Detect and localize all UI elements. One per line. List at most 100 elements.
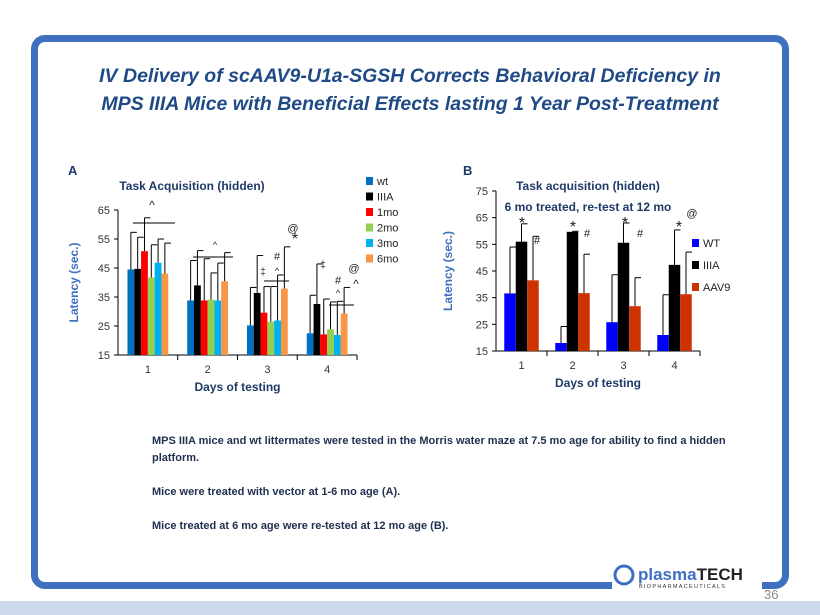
legend-swatch (366, 239, 373, 247)
legend-label: IIIA (377, 192, 394, 204)
bar-wt (187, 300, 195, 355)
significance-marker: # (637, 228, 644, 240)
significance-marker: @ (287, 223, 298, 235)
bar-IIIA (668, 264, 681, 351)
bar-6mo (340, 313, 348, 355)
y-tick-label: 55 (98, 234, 110, 246)
x-axis-label: Days of testing (555, 376, 641, 390)
chart-b: 15 25 35 45 55 65 75 1 2 3 4 Task acquisition (hidd… (441, 179, 730, 390)
y-tick-label: 55 (476, 239, 488, 251)
y-tick-label: 45 (476, 266, 488, 278)
footer-bar (0, 601, 820, 615)
significance-marker: * (570, 219, 576, 236)
legend-label: 1mo (377, 207, 398, 219)
bar-IIIA (194, 285, 201, 355)
significance-marker: ^ (336, 288, 341, 298)
bar-wt (306, 333, 314, 355)
significance-marker: ‡ (260, 267, 266, 278)
x-tick-label: 2 (205, 364, 211, 376)
bar-6mo (161, 273, 169, 355)
bar-WT (606, 322, 618, 351)
x-tick-label: 4 (671, 360, 677, 372)
bar-1mo (260, 312, 268, 355)
bar-IIIA (313, 303, 321, 355)
panel-label-b: B (463, 163, 473, 178)
legend-label: AAV9 (703, 282, 730, 294)
significance-marker: ‡ (320, 260, 326, 271)
chart-title: Task Acquisition (hidden) (119, 179, 264, 193)
legend-label: 3mo (377, 238, 398, 250)
legend-label: IIIA (703, 260, 720, 272)
bar-3mo (274, 320, 281, 355)
y-tick-label: 15 (476, 346, 488, 358)
significance-marker: @ (686, 208, 697, 220)
significance-marker: # (584, 228, 591, 240)
x-tick-label: 3 (620, 360, 626, 372)
x-tick-label: 3 (264, 364, 270, 376)
bar-IIIA (253, 292, 261, 355)
y-tick-label: 45 (98, 263, 110, 275)
bar-2mo (207, 299, 215, 355)
bar-2mo (147, 277, 155, 355)
caption-line: MPS IIIA mice and wt littermates were te… (152, 435, 726, 464)
caption-line: Mice were treated with vector at 1-6 mo … (152, 486, 401, 498)
significance-marker: ^ (353, 277, 359, 291)
bar-2mo (267, 321, 275, 355)
bar-IIIA (515, 241, 528, 351)
page-number: 36 (764, 587, 779, 602)
bar-3mo (154, 262, 162, 355)
svg-text:plasmaTECH: plasmaTECH (638, 565, 743, 584)
significance-marker: # (534, 235, 541, 247)
bar-6mo (221, 281, 229, 355)
y-tick-label: 35 (476, 293, 488, 305)
bar-IIIA (617, 242, 630, 351)
caption-line: Mice treated at 6 mo age were re-tested … (152, 520, 449, 532)
significance-marker: ^ (213, 240, 218, 250)
chart-subtitle: 6 mo treated, re-test at 12 mo (505, 200, 672, 214)
bar-IIIA (134, 268, 142, 355)
y-tick-label: 65 (476, 213, 488, 225)
bar-3mo (333, 334, 341, 355)
legend-swatch (692, 239, 699, 247)
bar-AAV9 (578, 293, 590, 351)
x-tick-label: 4 (324, 364, 330, 376)
x-tick-label: 1 (145, 364, 151, 376)
y-axis-label: Latency (sec.) (67, 242, 81, 322)
bar-3mo (214, 300, 222, 355)
significance-marker: * (519, 215, 525, 232)
bar-IIIA (566, 231, 579, 351)
y-tick-label: 65 (98, 205, 110, 217)
bar-1mo (200, 300, 208, 355)
legend-swatch (366, 223, 373, 232)
significance-marker: ^ (275, 266, 280, 276)
title-line-2: MPS IIIA Mice with Beneficial Effects la… (101, 93, 719, 115)
x-axis-label: Days of testing (194, 380, 280, 394)
legend-swatch (366, 254, 373, 263)
bar-6mo (280, 288, 288, 355)
panel-label-a: A (68, 163, 78, 178)
legend-swatch (366, 177, 373, 185)
slide-title: IV Delivery of scAAV9-U1a-SGSH Corrects … (60, 62, 760, 118)
significance-marker: # (274, 251, 281, 263)
bar-1mo (320, 334, 328, 355)
significance-marker: ^ (149, 198, 155, 212)
legend-swatch (366, 208, 373, 216)
bar-AAV9 (680, 294, 692, 351)
bar-wt (127, 269, 135, 355)
significance-marker: @ (348, 263, 359, 275)
y-tick-label: 35 (98, 292, 110, 304)
bar-AAV9 (527, 280, 539, 351)
bar-1mo (141, 251, 148, 355)
title-line-1: IV Delivery of scAAV9-U1a-SGSH Corrects … (99, 65, 721, 87)
significance-marker: * (292, 231, 298, 248)
y-tick-label: 15 (98, 350, 110, 362)
y-tick-label: 25 (98, 321, 110, 333)
significance-marker: * (622, 215, 628, 232)
legend-label: 2mo (377, 223, 398, 235)
significance-marker: * (676, 219, 682, 236)
bar-WT (555, 343, 567, 351)
y-tick-label: 25 (476, 319, 488, 331)
bar-AAV9 (629, 306, 641, 351)
plasmatech-logo: plasmaTECH BIOPHARMACEUTICALS (612, 563, 762, 590)
legend-swatch (692, 261, 699, 269)
